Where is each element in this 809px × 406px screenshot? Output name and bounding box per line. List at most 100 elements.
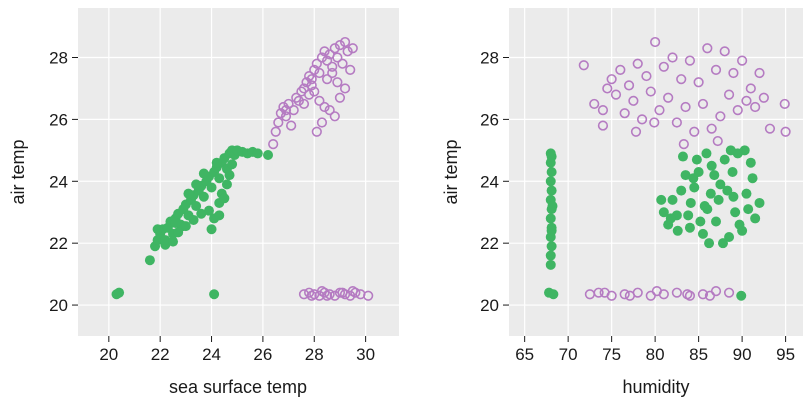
data-point (706, 123, 717, 134)
data-point (183, 188, 194, 199)
y-tick-label: 20 (480, 296, 499, 315)
data-point (710, 64, 722, 75)
data-point (745, 157, 756, 168)
data-point (314, 95, 325, 106)
x-tick-label: 24 (202, 345, 221, 364)
data-point (706, 160, 717, 171)
data-point (342, 46, 353, 57)
data-point (623, 80, 635, 91)
data-point (339, 83, 351, 94)
data-point (275, 108, 286, 119)
data-point (649, 117, 660, 128)
data-point (732, 105, 743, 116)
data-point (324, 105, 335, 116)
data-point (206, 182, 217, 193)
data-point (152, 224, 163, 235)
data-point (741, 188, 752, 199)
data-point (654, 105, 665, 116)
data-point (632, 58, 643, 69)
data-point (327, 67, 338, 79)
data-point (319, 101, 330, 113)
data-point (173, 227, 184, 238)
y-tick-label: 24 (480, 172, 499, 191)
data-point (593, 287, 604, 298)
data-point (665, 213, 676, 224)
data-point (656, 194, 667, 205)
data-point (191, 179, 202, 190)
data-point (114, 287, 125, 298)
y-tick-label: 24 (49, 172, 68, 191)
data-point (719, 46, 730, 57)
data-point (691, 154, 702, 165)
data-point (599, 287, 610, 298)
y-axis-title: air temp (8, 139, 28, 204)
data-point (198, 191, 209, 202)
data-point (713, 194, 724, 205)
data-point (658, 61, 669, 72)
data-point (641, 70, 652, 82)
data-point (311, 58, 322, 69)
data-point (214, 173, 225, 184)
data-point (704, 238, 715, 249)
x-tick-label: 22 (151, 345, 170, 364)
data-point (671, 287, 682, 298)
data-point (724, 231, 735, 242)
data-point (685, 197, 696, 208)
data-point (219, 193, 230, 204)
data-point (546, 167, 557, 177)
data-point (306, 74, 317, 85)
x-tick-label: 20 (99, 345, 118, 364)
data-point (712, 135, 723, 147)
data-point (188, 214, 199, 225)
data-point (144, 255, 155, 266)
data-point (280, 105, 292, 116)
data-point (332, 77, 343, 88)
data-point (339, 36, 351, 48)
data-point (597, 105, 609, 116)
data-point (160, 235, 171, 246)
data-point (545, 213, 556, 224)
data-point (309, 64, 320, 75)
data-point (704, 290, 716, 301)
y-axis-title: air temp (441, 139, 461, 204)
y-tick-label: 22 (480, 234, 499, 253)
data-point (727, 167, 738, 177)
data-point (719, 154, 730, 165)
data-point (677, 151, 688, 162)
data-point (779, 98, 790, 110)
data-point (263, 149, 274, 160)
data-point (548, 289, 559, 300)
data-point (329, 111, 340, 122)
data-point (684, 55, 696, 66)
data-point (252, 148, 263, 159)
data-point (545, 176, 556, 187)
data-point (546, 151, 557, 162)
data-point (283, 98, 294, 110)
x-tick-label: 28 (305, 345, 324, 364)
data-point (682, 289, 693, 300)
data-point (663, 92, 674, 103)
data-point (211, 157, 222, 168)
data-point (214, 210, 225, 221)
x-tick-label: 26 (253, 345, 272, 364)
data-point (227, 159, 238, 170)
data-point (316, 117, 328, 128)
data-point (578, 60, 589, 71)
series-1 (544, 145, 765, 301)
data-point (658, 207, 669, 218)
data-point (547, 201, 558, 212)
data-point (734, 219, 745, 230)
data-point (597, 120, 609, 131)
data-point (730, 207, 741, 218)
data-point (363, 290, 374, 301)
x-tick-label: 85 (689, 345, 708, 364)
data-point (280, 111, 292, 122)
data-point (747, 173, 758, 184)
data-point (209, 289, 220, 300)
data-point (545, 259, 556, 270)
data-point (780, 126, 791, 137)
data-point (758, 92, 769, 103)
data-point (736, 290, 747, 301)
